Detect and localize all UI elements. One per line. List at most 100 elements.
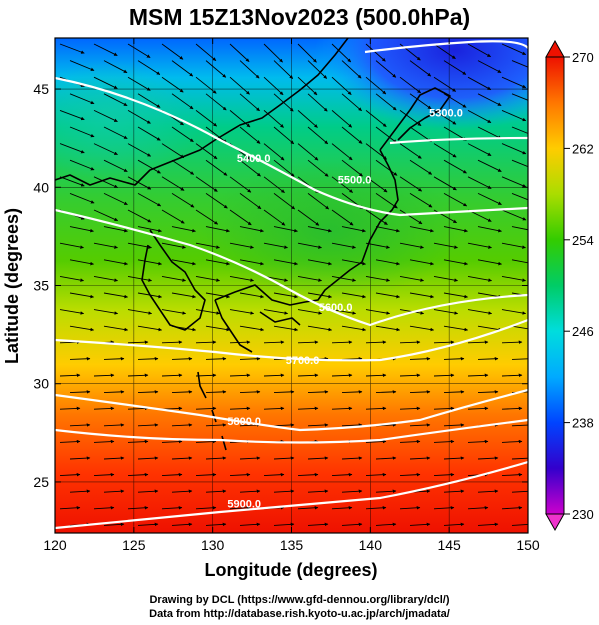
wind-arrow [307,259,332,266]
x-tick-label-125: 125 [122,537,146,553]
wind-arrow [161,242,186,249]
wind-arrow [511,259,528,264]
wind-arrow [195,472,217,477]
wind-arrow [263,110,284,128]
height-contours [55,40,528,530]
wind-arrow [477,60,502,74]
wind-arrow [59,472,81,477]
wind-arrow [477,456,499,460]
wind-arrow [365,143,387,160]
wind-arrow [229,472,251,477]
wind-arrow [205,489,227,494]
wind-arrow [307,325,333,332]
wind-arrow [195,439,217,444]
wind-arrow [297,43,317,63]
wind-arrow [297,309,323,315]
wind-arrow [195,309,221,315]
wind-arrow [307,390,329,394]
wind-arrow [331,242,356,249]
wind-arrow [205,193,228,209]
wind-arrow [399,242,424,249]
wind-arrow [103,93,128,107]
wind-arrow [467,110,492,124]
wind-arrow [103,192,128,206]
wind-arrow [263,242,288,249]
wind-arrow [137,489,159,494]
wind-arrow [273,489,295,494]
wind-arrow [239,259,264,266]
wind-arrow [501,209,527,221]
wind-arrow [171,325,197,332]
wind-arrow [127,340,149,344]
wind-arrow [443,522,465,527]
wind-arrow [433,110,457,125]
wind-arrow [375,159,398,176]
wind-arrow [365,373,387,378]
wind-arrow [93,309,119,315]
wind-arrow [195,406,217,411]
wind-arrow [171,193,195,208]
wind-arrow [341,126,363,144]
contour-5800 [55,418,528,444]
wind-arrow [409,159,433,175]
wind-arrow [511,325,528,330]
wind-arrow [239,93,260,112]
wind-arrow [433,506,455,510]
wind-arrow [331,43,352,63]
wind-arrow [467,406,489,411]
colorbar-ticks: 230 238 246 254 262 270 [564,50,594,522]
wind-arrow [127,309,153,315]
colorbar-tick-label-230: 230 [572,507,594,522]
wind-arrow [127,506,149,510]
wind-arrow [205,390,227,394]
wind-arrow [467,275,492,282]
wind-arrow [59,406,81,411]
wind-arrow [93,275,118,282]
wind-arrow [409,226,434,233]
wind-arrow [399,143,422,159]
wind-arrow [59,43,85,54]
wind-arrow [161,275,186,282]
wind-arrow [331,373,353,378]
contour-5300b [389,136,528,145]
wind-arrow [59,506,81,510]
wind-arrow [69,259,94,266]
wind-arrow [69,126,95,138]
wind-arrow [501,439,523,444]
wind-arrow [263,76,284,96]
y-tick-label-25: 25 [33,474,49,490]
wind-arrow [229,506,251,510]
x-tick-label-150: 150 [516,537,540,553]
wind-arrow [433,176,457,191]
wind-arrow [127,373,149,378]
wind-arrow [161,373,183,378]
wind-arrow [365,472,387,477]
wind-arrow [229,275,254,282]
wind-arrow [433,275,458,282]
wind-arrow [161,506,183,510]
wind-arrow [239,226,264,233]
contour-label-5400.0: 5400.0 [237,153,271,165]
wind-arrow [297,275,322,282]
wind-arrow [137,292,163,299]
wind-arrow [365,406,387,411]
wind-arrow [501,506,523,510]
wind-arrow [161,309,187,315]
wind-arrow [501,143,527,155]
wind-arrow [239,390,261,394]
wind-arrow [59,242,84,249]
contour-labels: 5300.0 5400.0 5500.0 5600.0 5700.0 5800.0 5900… [227,108,462,511]
wind-arrow [69,390,91,394]
colorbar-max-arrow [545,39,565,58]
wind-arrow [399,340,421,344]
wind-arrow [409,193,433,208]
wind-arrow [443,292,469,299]
wind-arrow [307,522,329,527]
wind-arrow [331,275,356,282]
wind-arrow [341,489,363,494]
wind-arrow [195,275,220,282]
wind-arrow [195,209,219,225]
wind-arrow [103,522,125,527]
wind-arrow [59,309,85,315]
wind-arrow [443,93,467,108]
